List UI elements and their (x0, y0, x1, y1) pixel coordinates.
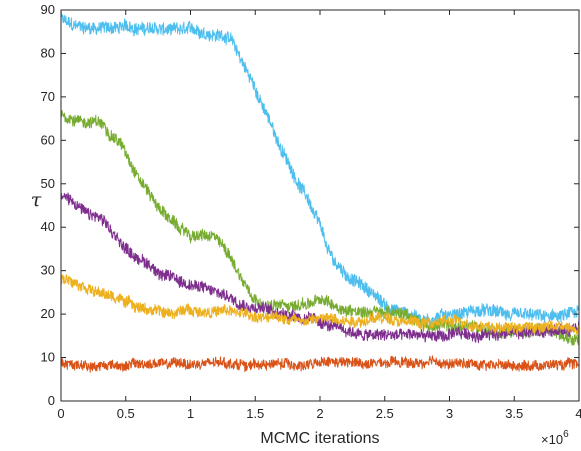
x-tick-label: 2.5 (376, 406, 394, 421)
x-multiplier-exponent: 6 (563, 429, 569, 440)
x-tick-label: 3.5 (505, 406, 523, 421)
x-tick-label: 1 (187, 406, 194, 421)
y-tick-label: 70 (41, 89, 55, 104)
series-line-3 (60, 192, 580, 344)
y-tick-label: 50 (41, 176, 55, 191)
x-tick-label: 4 (575, 406, 581, 421)
x-multiplier-base: ×10 (541, 432, 563, 447)
y-tick-label: 30 (41, 263, 55, 278)
series-line-5 (60, 355, 580, 373)
y-tick-label: 90 (41, 2, 55, 17)
x-tick-label: 2 (316, 406, 323, 421)
y-tick-label: 40 (41, 219, 55, 234)
x-tick-label: 0 (57, 406, 64, 421)
x-multiplier-label: ×106 (541, 429, 569, 447)
y-tick-label: 10 (41, 350, 55, 365)
y-axis-label: τ (31, 189, 42, 211)
series-line-1 (60, 11, 580, 327)
series-layer (60, 11, 580, 373)
y-tick-label: 80 (41, 45, 55, 60)
x-tick-label: 0.5 (117, 406, 135, 421)
y-tick-label: 20 (41, 306, 55, 321)
x-tick-label: 3 (446, 406, 453, 421)
y-tick-label: 0 (48, 393, 55, 408)
series-line-4 (60, 274, 580, 337)
x-tick-label: 1.5 (246, 406, 264, 421)
x-axis-label: MCMC iterations (260, 430, 379, 447)
y-tick-label: 60 (41, 132, 55, 147)
